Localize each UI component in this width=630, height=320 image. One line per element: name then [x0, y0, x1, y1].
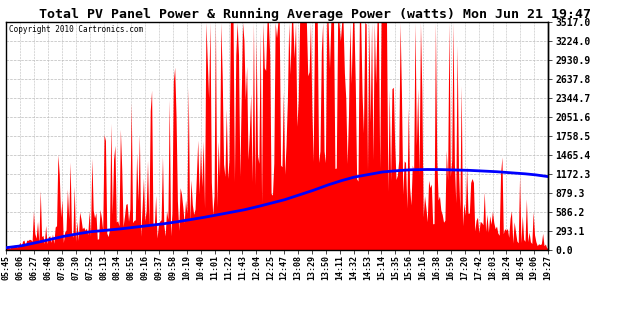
- Text: Total PV Panel Power & Running Average Power (watts) Mon Jun 21 19:47: Total PV Panel Power & Running Average P…: [39, 8, 591, 21]
- Text: Copyright 2010 Cartronics.com: Copyright 2010 Cartronics.com: [9, 25, 143, 34]
